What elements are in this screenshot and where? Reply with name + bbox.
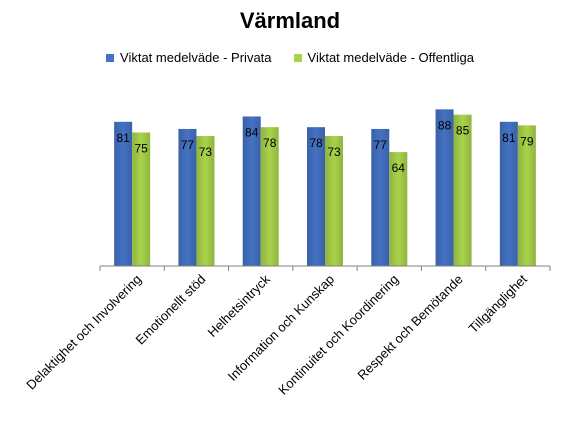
bar-offentliga-1	[196, 136, 215, 266]
bar-privata-2	[242, 116, 261, 266]
data-label-offentliga-3: 73	[327, 145, 341, 159]
bar-privata-4	[371, 128, 390, 266]
data-label-offentliga-4: 64	[392, 161, 406, 175]
data-label-offentliga-6: 79	[520, 134, 534, 148]
legend-item-offentliga: Viktat medelväde - Offentliga	[293, 50, 474, 65]
bar-privata-0	[114, 121, 133, 266]
bar-offentliga-5	[453, 114, 472, 266]
category-label-6: Tillgänglighet	[466, 271, 531, 336]
legend-label-offentliga: Viktat medelväde - Offentliga	[307, 50, 474, 65]
legend-label-privata: Viktat medelväde - Privata	[120, 50, 272, 65]
data-label-privata-2: 84	[245, 125, 259, 139]
category-label-4: Kontinuitet och Koordinering	[275, 272, 401, 398]
legend-item-privata: Viktat medelväde - Privata	[106, 50, 272, 65]
chart-legend: Viktat medelväde - Privata Viktat medelv…	[0, 50, 580, 65]
bar-offentliga-2	[260, 127, 279, 266]
category-label-5: Respekt och Bemötande	[354, 272, 465, 383]
chart-title: Värmland	[239, 8, 341, 33]
data-label-offentliga-5: 85	[456, 124, 470, 138]
data-label-offentliga-2: 78	[263, 136, 277, 150]
category-label-3: Information och Kunskap	[225, 272, 337, 384]
category-label-1: Emotionellt stöd	[133, 272, 209, 348]
bar-privata-5	[435, 109, 454, 266]
category-label-0: Delaktighet och Involvering	[23, 272, 144, 393]
data-label-privata-0: 81	[116, 131, 130, 145]
bar-offentliga-6	[517, 125, 536, 266]
data-label-privata-3: 78	[309, 136, 323, 150]
legend-swatch-offentliga	[293, 53, 302, 62]
legend-swatch-privata	[106, 53, 115, 62]
data-label-offentliga-1: 73	[199, 145, 213, 159]
bar-privata-3	[307, 127, 325, 266]
bar-offentliga-4	[389, 152, 408, 266]
data-label-privata-4: 77	[374, 138, 388, 152]
category-label-2: Helhetsintryck	[205, 271, 274, 340]
bar-privata-1	[178, 128, 197, 266]
data-label-privata-1: 77	[181, 138, 195, 152]
data-label-privata-6: 81	[502, 131, 516, 145]
data-label-offentliga-0: 75	[134, 142, 148, 156]
bar-offentliga-0	[132, 132, 151, 266]
bar-offentliga-3	[325, 136, 343, 266]
data-label-privata-5: 88	[438, 118, 452, 132]
bar-privata-6	[499, 121, 518, 266]
